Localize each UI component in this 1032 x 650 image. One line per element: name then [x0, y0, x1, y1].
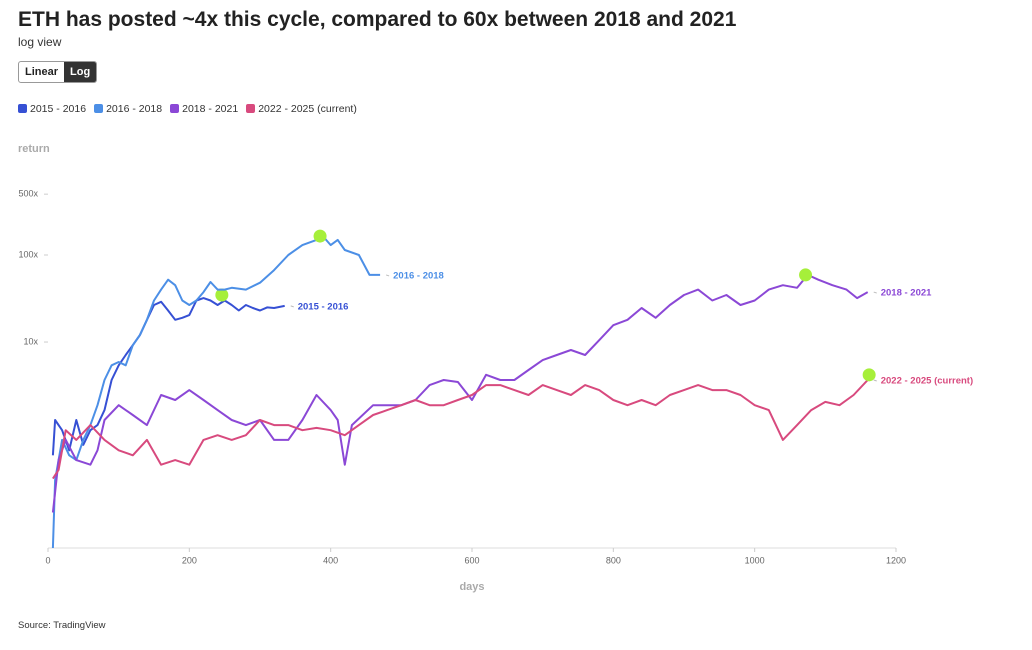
legend: 2015 - 2016 2016 - 2018 2018 - 2021 2022 - … [18, 103, 357, 115]
legend-item: 2018 - 2021 [170, 103, 238, 115]
legend-swatch [94, 104, 104, 113]
chart-title: ETH has posted ~4x this cycle, compared … [18, 8, 737, 31]
end-label-tick [385, 274, 390, 277]
legend-label: 2015 - 2016 [30, 103, 87, 115]
legend-label: 2018 - 2021 [182, 103, 239, 115]
series-line [51, 273, 869, 513]
chart-subtitle: log view [18, 35, 62, 49]
x-tick-label: 800 [606, 555, 621, 565]
legend-swatch [246, 104, 256, 113]
legend-swatch [18, 104, 27, 113]
y-tick-label: 500x [18, 189, 38, 199]
legend-label: 2022 - 2025 (current) [258, 103, 357, 115]
x-tick-label: 1000 [745, 555, 765, 565]
series-line [52, 379, 869, 480]
highlight-dot [215, 288, 229, 302]
end-label: 2022 - 2025 (current) [881, 376, 973, 387]
chart: return days 0 200 400 600 800 1000 1200 10x 100x… [18, 143, 973, 593]
y-tick-label: 10x [23, 336, 38, 346]
end-label: 2016 - 2018 [393, 270, 444, 281]
highlight-dot [799, 268, 813, 282]
source-note: Source: TradingView [18, 620, 106, 631]
legend-item: 2022 - 2025 (current) [246, 103, 357, 115]
x-axis-label: days [459, 581, 484, 593]
legend-item: 2016 - 2018 [94, 103, 162, 115]
scale-button[interactable]: Log [64, 62, 97, 82]
x-tick-label: 600 [464, 555, 479, 565]
series-line [51, 236, 381, 549]
highlight-dot [862, 368, 876, 382]
legend-label: 2016 - 2018 [106, 103, 163, 115]
highlight-dot [313, 229, 327, 243]
end-label-tick [873, 291, 877, 294]
scale-button[interactable]: Linear [25, 66, 59, 78]
legend-item: 2015 - 2016 [18, 103, 86, 115]
x-tick-label: 400 [323, 555, 338, 565]
scale-toggle: Linear Log [18, 61, 98, 83]
end-label: 2018 - 2021 [881, 288, 932, 299]
x-tick-label: 1200 [886, 555, 906, 565]
x-tick-label: 0 [45, 555, 50, 565]
y-axis-label: return [18, 143, 50, 155]
series-line [51, 297, 285, 456]
end-label-tick [290, 305, 294, 308]
legend-swatch [170, 104, 180, 113]
end-label: 2015 - 2016 [298, 301, 349, 312]
y-tick-label: 100x [18, 249, 38, 259]
end-label-tick [873, 379, 877, 382]
x-tick-label: 200 [182, 555, 197, 565]
